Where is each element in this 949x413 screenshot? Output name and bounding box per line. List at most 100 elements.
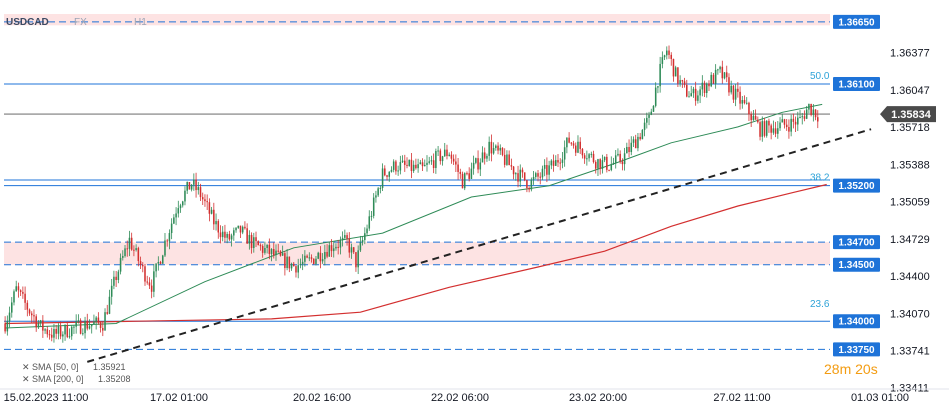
- candle-body: [657, 86, 659, 88]
- candle-body: [481, 152, 484, 163]
- candle-body: [406, 164, 408, 166]
- y-tick-label: 1.36377: [890, 48, 930, 60]
- candle-body: [477, 158, 479, 170]
- candle-body: [230, 235, 233, 240]
- candle-body: [532, 176, 535, 180]
- candle-body: [15, 286, 17, 292]
- candle-body: [799, 116, 801, 118]
- candle-body: [75, 321, 77, 327]
- level-label-bg: [833, 14, 880, 29]
- candle-body: [217, 221, 220, 233]
- candle-body: [193, 179, 195, 185]
- trendline: [86, 128, 872, 363]
- y-tick-label: 1.34070: [890, 308, 930, 320]
- candle-body: [177, 208, 180, 214]
- candle-body: [13, 291, 15, 303]
- candle-body: [295, 266, 297, 273]
- candle-body: [574, 145, 577, 153]
- candle-body: [470, 168, 473, 179]
- level-label-bg: [833, 314, 880, 329]
- candle-body: [224, 231, 226, 238]
- candle-body: [450, 154, 453, 159]
- candle-body: [515, 173, 517, 175]
- candle-body: [148, 282, 151, 286]
- candle-body: [694, 88, 697, 101]
- candle-body: [392, 161, 395, 170]
- y-tick-label: 1.36047: [890, 85, 930, 97]
- candle-body: [455, 161, 457, 165]
- candle-body: [288, 256, 291, 269]
- candle-body: [179, 205, 182, 209]
- candle-body: [557, 160, 559, 163]
- candle-body: [466, 173, 468, 175]
- candle-body: [610, 164, 613, 171]
- symbol-header: USDCAD FX H1: [6, 17, 147, 28]
- candle-body: [632, 139, 635, 143]
- candle-body: [144, 266, 146, 282]
- candle-body: [614, 155, 617, 163]
- candle-body: [743, 100, 746, 104]
- candle-body: [99, 322, 102, 328]
- candle-body: [386, 175, 388, 177]
- candle-body: [364, 233, 366, 241]
- close-icon[interactable]: ✕: [22, 374, 30, 384]
- candle-body: [479, 162, 482, 170]
- candle-body: [141, 264, 144, 267]
- candle-body: [781, 119, 784, 123]
- bar-countdown: 28m 20s: [824, 361, 878, 377]
- candle-body: [190, 184, 193, 190]
- current-price-tag: [880, 106, 936, 123]
- fibonacci-label: 50.0: [810, 71, 830, 82]
- candle-body: [95, 317, 97, 322]
- candle-body: [350, 247, 353, 253]
- candle-body: [404, 160, 406, 165]
- candle-body: [452, 158, 455, 162]
- candle-body: [366, 228, 368, 234]
- market-label: FX: [74, 17, 87, 28]
- candle-body: [321, 259, 324, 262]
- candle-body: [410, 159, 413, 172]
- candle-body: [344, 235, 346, 238]
- candle-body: [535, 173, 537, 177]
- candle-body: [606, 156, 608, 170]
- candle-body: [19, 290, 22, 292]
- candle-body: [719, 66, 721, 70]
- candle-body: [395, 161, 397, 172]
- candle-body: [814, 109, 817, 118]
- candle-body: [108, 296, 111, 314]
- candle-body: [175, 213, 177, 218]
- candle-body: [73, 326, 75, 328]
- candle-body: [435, 151, 437, 168]
- candle-body: [688, 96, 690, 98]
- candle-body: [339, 240, 342, 248]
- candle-body: [310, 257, 313, 259]
- candle-body: [461, 173, 464, 189]
- candle-body: [215, 221, 217, 225]
- level-label-bg: [833, 235, 880, 250]
- close-icon[interactable]: ✕: [22, 362, 30, 372]
- candle-body: [186, 182, 188, 191]
- candle-body: [213, 209, 215, 225]
- candle-body: [725, 72, 728, 78]
- candle-body: [717, 69, 719, 71]
- candle-body: [550, 160, 553, 166]
- candle-body: [561, 159, 564, 163]
- y-tick-label: 1.34400: [890, 271, 930, 283]
- candle-body: [817, 117, 819, 122]
- candle-body: [375, 195, 377, 198]
- candle-body: [643, 122, 646, 130]
- candle-body: [794, 121, 797, 125]
- candle-body: [785, 124, 788, 128]
- candle-body: [619, 153, 621, 162]
- candle-body: [492, 148, 495, 154]
- candle-body: [659, 63, 661, 87]
- indicator-legend: ✕ SMA [50, 0] 1.35921 ✕ SMA [200, 0] 1.3…: [22, 362, 131, 384]
- candle-body: [55, 329, 57, 334]
- candle-body: [510, 165, 513, 167]
- candle-body: [681, 80, 684, 82]
- level-label-bg: [833, 342, 880, 357]
- candle-body: [161, 255, 164, 264]
- candle-body: [579, 141, 581, 149]
